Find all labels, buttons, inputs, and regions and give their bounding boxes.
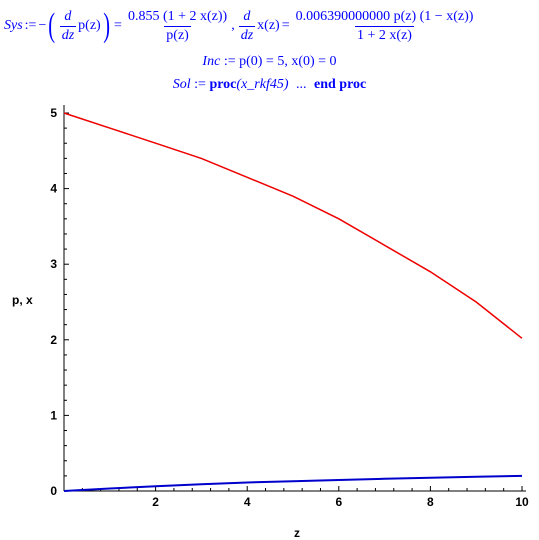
inc-value: p(0) = 5, x(0) = 0 [239, 54, 337, 69]
y-tick-label: 3 [50, 257, 57, 271]
equals-sign-2: = [281, 18, 290, 33]
y-tick-label: 1 [50, 408, 57, 422]
x-function: x(z) [257, 18, 280, 33]
x-derivative-rhs: 0.006390000000 p(z) (1 − x(z)) 1 + 2 x(z… [295, 8, 474, 43]
end-proc-keyword: end proc [314, 77, 367, 92]
derivative-operator-1: d dz [59, 8, 77, 43]
x-axis-label: z [294, 526, 300, 540]
x-tick-label: 10 [515, 495, 529, 509]
x-tick-label: 6 [335, 495, 342, 509]
x-tick-label: 4 [244, 495, 251, 509]
solution-procedure: Sol := proc(x_rkf45) ... end proc [172, 77, 367, 92]
derivative-operator-2: d dz [238, 8, 256, 43]
right-paren-icon: ) [102, 7, 110, 44]
sys-label: Sys [4, 18, 23, 33]
minus-sign: − [38, 18, 47, 33]
y-tick-label: 2 [50, 333, 57, 347]
initial-conditions: Inc := p(0) = 5, x(0) = 0 [202, 54, 337, 69]
sol-label: Sol [172, 77, 191, 92]
series-line-1 [63, 112, 523, 339]
inc-label: Inc [202, 54, 221, 69]
x-tick-label: 8 [427, 495, 434, 509]
curves [63, 112, 523, 492]
plot-area[interactable]: 0 1 2 3 4 5 2 4 6 8 10 p, x z [0, 100, 539, 540]
p-derivative-rhs: 0.855 (1 + 2 x(z)) p(z) [127, 8, 228, 43]
y-tick-label: 0 [50, 484, 57, 498]
y-tick-label: 4 [50, 182, 57, 196]
comma-separator: , [231, 18, 235, 33]
axes: 0 1 2 3 4 5 2 4 6 8 10 [50, 105, 529, 509]
proc-keyword: proc [209, 77, 237, 92]
left-paren-icon: ( [48, 7, 56, 44]
system-equation: Sys := − ( d dz p(z) ) = 0.855 (1 + 2 x(… [0, 0, 539, 52]
assign-operator: := [24, 18, 37, 33]
series-line-2 [63, 474, 523, 492]
y-axis-label: p, x [12, 293, 33, 307]
ellipsis: ... [296, 77, 307, 92]
p-function: p(z) [78, 18, 101, 33]
proc-argument: (x_rkf45) [236, 77, 289, 92]
equals-sign-1: = [114, 18, 122, 33]
x-tick-label: 2 [152, 495, 159, 509]
y-tick-label: 5 [50, 106, 57, 120]
